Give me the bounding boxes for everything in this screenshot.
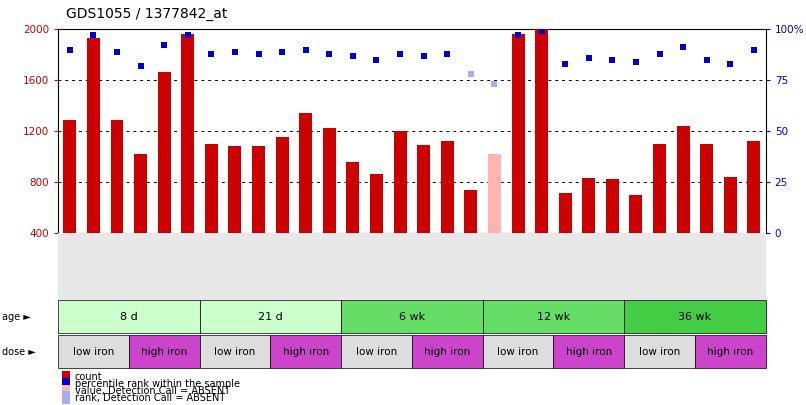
Text: 21 d: 21 d [258,312,283,322]
Text: age ►: age ► [2,312,31,322]
Bar [134,154,147,233]
Point [228,48,241,55]
Text: value, Detection Call = ABSENT: value, Detection Call = ABSENT [75,386,230,396]
Point [747,46,760,53]
Bar [370,174,383,233]
Text: high iron: high iron [566,347,612,356]
Text: 36 wk: 36 wk [679,312,712,322]
Point [276,48,289,55]
Bar [276,137,289,233]
Point [512,32,525,38]
Bar [464,190,477,233]
Bar [158,72,171,233]
Text: high iron: high iron [283,347,329,356]
Point [653,50,666,57]
Bar [606,179,619,233]
Point [393,50,406,57]
Text: low iron: low iron [497,347,538,356]
Text: low iron: low iron [639,347,680,356]
Bar [582,178,596,233]
Point [582,54,595,61]
Text: 8 d: 8 d [120,312,138,322]
Text: high iron: high iron [424,347,471,356]
Bar [653,144,666,233]
Point [370,56,383,63]
Point [158,42,171,49]
Point [347,52,359,59]
Bar [441,141,454,233]
Point [252,50,265,57]
Bar [110,119,123,233]
Point [488,81,501,87]
Bar [64,119,77,233]
Bar [323,128,336,233]
Point [606,56,619,63]
Text: low iron: low iron [214,347,256,356]
Point [724,61,737,67]
Point [299,46,312,53]
Bar [299,113,312,233]
Point [110,48,123,55]
Text: rank, Detection Call = ABSENT: rank, Detection Call = ABSENT [75,392,225,403]
Bar [512,34,525,233]
Bar [747,141,760,233]
Bar [181,34,194,233]
Text: low iron: low iron [73,347,114,356]
Point [677,44,690,51]
Bar [347,162,359,233]
Point [323,50,336,57]
Text: percentile rank within the sample: percentile rank within the sample [75,379,240,389]
Text: 6 wk: 6 wk [399,312,425,322]
Point [464,71,477,77]
Bar [677,126,690,233]
Bar [205,144,218,233]
Point [535,28,548,34]
Text: 12 wk: 12 wk [537,312,570,322]
Text: high iron: high iron [707,347,754,356]
Bar [418,145,430,233]
Bar [700,144,713,233]
Bar [488,154,501,233]
Point [629,58,642,65]
Bar [393,131,406,233]
Point [441,50,454,57]
Point [87,32,100,38]
Point [559,61,571,67]
Bar [228,146,242,233]
Point [64,46,77,53]
Text: GDS1055 / 1377842_at: GDS1055 / 1377842_at [66,7,227,21]
Text: count: count [75,372,102,382]
Bar [252,146,265,233]
Point [205,50,218,57]
Bar [629,195,642,233]
Text: high iron: high iron [141,347,187,356]
Bar [87,38,100,233]
Text: dose ►: dose ► [2,347,35,356]
Point [418,52,430,59]
Point [700,56,713,63]
Bar [535,29,548,233]
Point [134,63,147,69]
Text: low iron: low iron [356,347,397,356]
Bar [724,177,737,233]
Point [181,32,194,38]
Bar [559,194,571,233]
